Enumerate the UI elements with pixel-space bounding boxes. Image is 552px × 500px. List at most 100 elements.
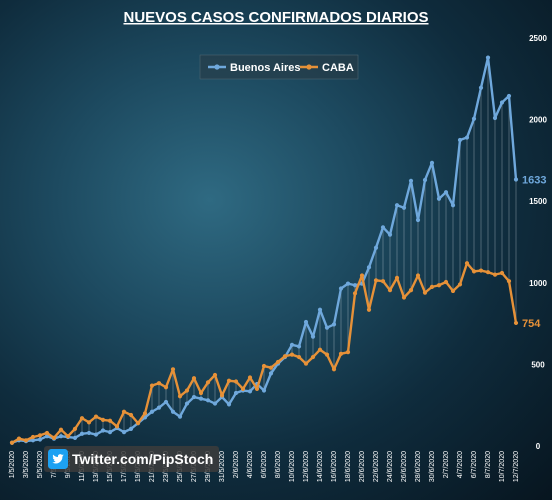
data-point bbox=[93, 432, 99, 437]
data-point bbox=[345, 350, 351, 355]
data-point bbox=[233, 390, 239, 396]
data-point bbox=[506, 93, 512, 99]
data-point bbox=[198, 396, 204, 401]
data-point bbox=[275, 359, 281, 365]
data-point bbox=[373, 245, 379, 250]
data-point bbox=[72, 435, 78, 440]
data-point bbox=[268, 365, 274, 370]
data-point bbox=[303, 319, 309, 325]
data-point bbox=[352, 291, 358, 296]
data-point bbox=[443, 190, 449, 195]
data-point bbox=[100, 428, 106, 433]
data-point bbox=[296, 354, 302, 360]
x-tick-label: 16/6/2020 bbox=[331, 451, 338, 482]
x-tick-label: 20/6/2020 bbox=[359, 451, 366, 482]
data-point bbox=[44, 434, 50, 439]
data-point bbox=[58, 427, 64, 432]
data-point bbox=[23, 438, 29, 443]
legend-label: Buenos Aires bbox=[230, 62, 301, 74]
end-value-label: 754 bbox=[522, 318, 541, 330]
data-point bbox=[457, 282, 463, 287]
data-point bbox=[37, 433, 43, 438]
y-tick-label: 500 bbox=[531, 360, 545, 369]
data-point bbox=[128, 426, 134, 431]
data-point bbox=[471, 116, 477, 121]
data-point bbox=[303, 361, 309, 366]
data-point bbox=[478, 85, 484, 90]
data-point bbox=[464, 135, 470, 140]
data-point bbox=[268, 371, 274, 376]
series-line bbox=[11, 262, 518, 444]
data-point bbox=[310, 334, 316, 339]
end-value-label: 1633 bbox=[522, 174, 546, 186]
data-point bbox=[422, 290, 428, 295]
data-point bbox=[317, 307, 323, 312]
data-point bbox=[226, 378, 232, 383]
data-point bbox=[324, 325, 330, 330]
data-point bbox=[387, 288, 393, 293]
legend-label: CABA bbox=[322, 62, 354, 74]
x-tick-label: 2/7/2020 bbox=[443, 451, 450, 478]
data-point bbox=[408, 288, 414, 293]
x-tick-label: 2/6/2020 bbox=[233, 451, 240, 478]
x-tick-label: 18/6/2020 bbox=[345, 451, 352, 482]
data-point bbox=[499, 270, 505, 276]
data-point bbox=[37, 437, 43, 442]
data-point bbox=[247, 389, 253, 394]
data-point bbox=[324, 352, 330, 357]
y-tick-label: 2500 bbox=[529, 34, 547, 43]
data-point bbox=[233, 379, 239, 384]
data-point bbox=[177, 414, 183, 419]
data-point bbox=[177, 394, 183, 399]
series-layer bbox=[9, 55, 519, 445]
data-point bbox=[261, 363, 267, 369]
data-point bbox=[499, 100, 505, 105]
data-point bbox=[219, 393, 225, 398]
data-point bbox=[205, 380, 211, 385]
data-point bbox=[65, 434, 71, 439]
data-point bbox=[156, 405, 162, 410]
x-tick-label: 10/7/2020 bbox=[499, 451, 506, 482]
data-point bbox=[331, 367, 337, 372]
data-point bbox=[450, 288, 456, 294]
data-point bbox=[72, 426, 78, 431]
data-point bbox=[478, 268, 484, 273]
x-tick-label: 10/6/2020 bbox=[289, 451, 296, 482]
x-tick-label: 28/6/2020 bbox=[415, 451, 422, 482]
y-tick-label: 2000 bbox=[529, 116, 547, 125]
data-point bbox=[86, 430, 92, 436]
data-point bbox=[156, 381, 162, 386]
x-tick-label: 1/5/2020 bbox=[9, 451, 16, 478]
data-point bbox=[100, 417, 106, 422]
data-point bbox=[289, 342, 295, 347]
data-point bbox=[457, 137, 463, 143]
legend-swatch-marker bbox=[214, 64, 220, 70]
x-tick-label: 14/6/2020 bbox=[317, 451, 324, 482]
data-point bbox=[212, 372, 218, 378]
data-point bbox=[436, 196, 442, 201]
data-point bbox=[135, 421, 141, 426]
data-point bbox=[387, 232, 393, 237]
x-tick-label: 6/6/2020 bbox=[261, 451, 268, 478]
data-point bbox=[142, 411, 148, 416]
legend: Buenos Aires CABA bbox=[199, 54, 359, 80]
x-tick-label: 6/7/2020 bbox=[471, 451, 478, 478]
y-tick-label: 0 bbox=[536, 442, 541, 451]
x-tick-label: 12/7/2020 bbox=[513, 451, 520, 482]
data-point bbox=[352, 283, 358, 288]
data-point bbox=[44, 430, 50, 436]
data-point bbox=[338, 351, 344, 356]
x-tick-label: 22/6/2020 bbox=[373, 451, 380, 482]
data-point bbox=[16, 436, 22, 441]
data-point bbox=[184, 401, 190, 406]
data-point bbox=[163, 385, 169, 390]
data-point bbox=[366, 265, 372, 270]
data-point bbox=[450, 203, 456, 208]
x-tick-label: 4/6/2020 bbox=[247, 451, 254, 478]
data-point bbox=[149, 383, 155, 388]
data-point bbox=[114, 424, 120, 429]
data-point bbox=[429, 160, 435, 165]
data-point bbox=[366, 307, 372, 312]
data-point bbox=[30, 434, 36, 440]
